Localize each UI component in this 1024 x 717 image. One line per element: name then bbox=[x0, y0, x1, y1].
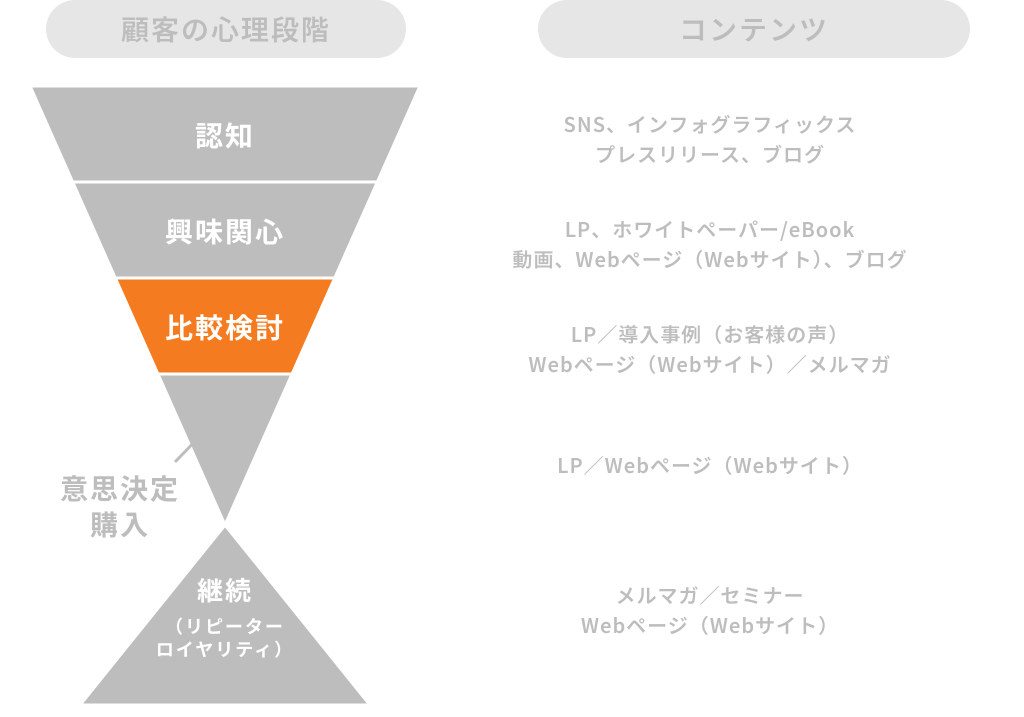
funnel-bottom-main-label: 継続 bbox=[125, 573, 325, 607]
funnel-stage-label: 認知 bbox=[105, 117, 345, 153]
content-row: メルマガ／セミナー Webページ（Webサイト） bbox=[420, 580, 1000, 640]
decision-label: 意思決定 購入 bbox=[40, 470, 200, 543]
content-row: SNS、インフォグラフィックス プレスリリース、ブログ bbox=[420, 109, 1000, 169]
content-row: LP／Webページ（Webサイト） bbox=[420, 450, 1000, 480]
content-row: LP、ホワイトペーパー/eBook 動画、Webページ（Webサイト）、ブログ bbox=[420, 214, 1000, 274]
funnel-bottom-sub-label: （リピーター ロイヤリティ） bbox=[105, 615, 345, 662]
content-row: LP／導入事例（お客様の声） Webページ（Webサイト）／メルマガ bbox=[420, 319, 1000, 379]
funnel-stage-label: 比較検討 bbox=[105, 309, 345, 345]
funnel-stage-label: 興味関心 bbox=[105, 213, 345, 249]
